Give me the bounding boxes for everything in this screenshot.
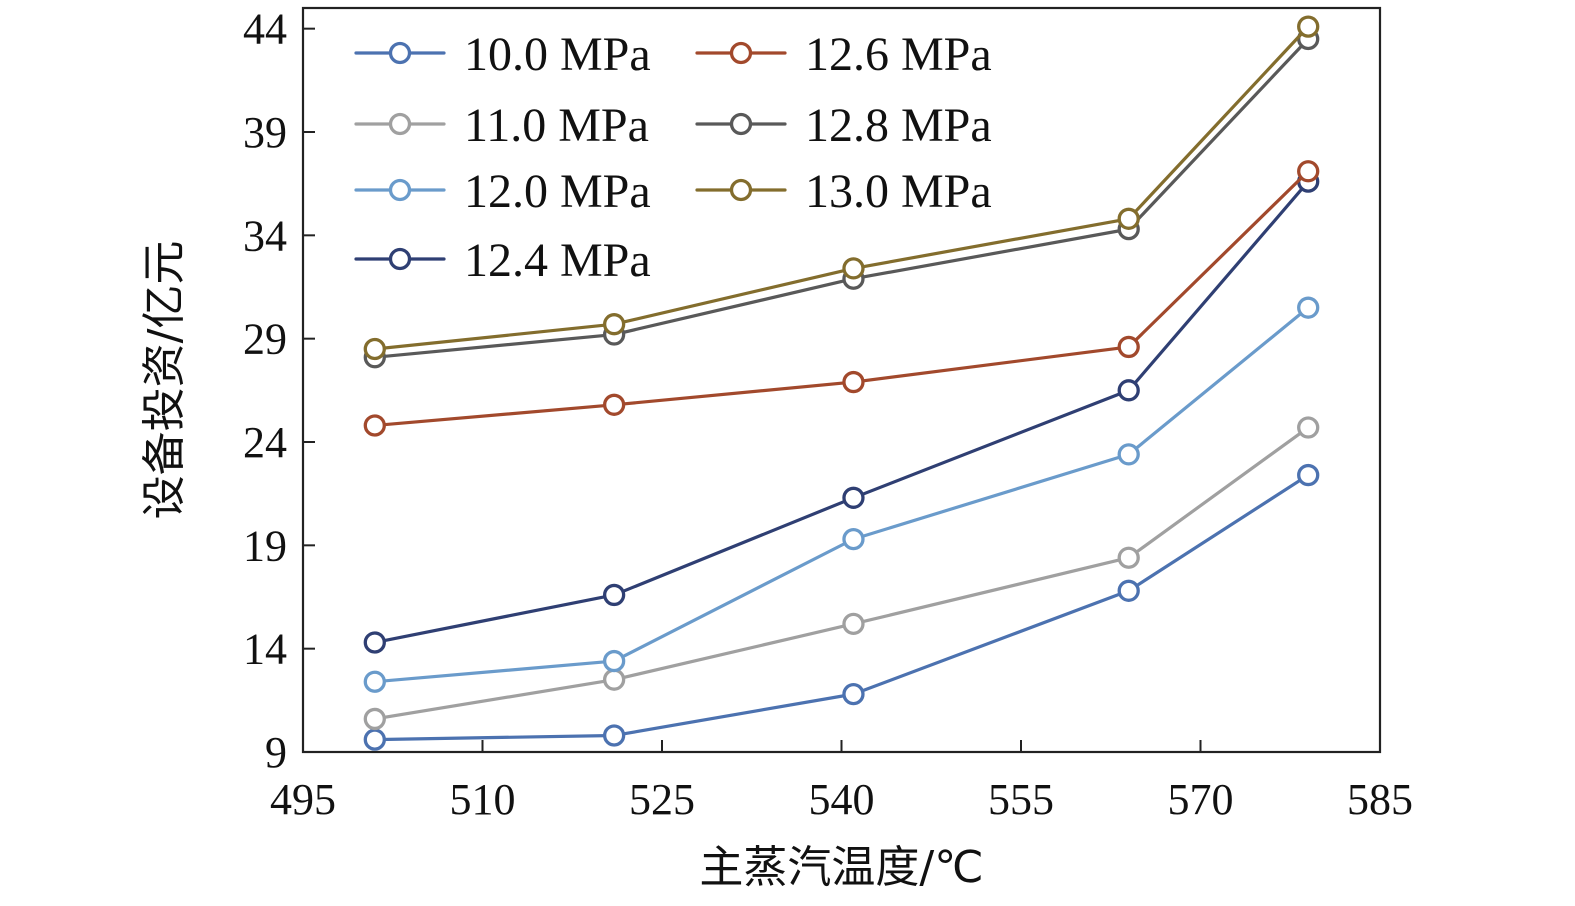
data-point: [1117, 546, 1140, 569]
series-11-0-mpa: [363, 416, 1320, 731]
legend-label: 11.0 MPa: [464, 99, 649, 152]
x-tick-label: 585: [1347, 775, 1413, 824]
legend-marker: [729, 41, 753, 65]
data-point: [602, 313, 626, 336]
y-axis-title: 设备投资/亿元: [139, 241, 190, 520]
legend-marker: [388, 112, 412, 136]
data-point: [1297, 463, 1320, 487]
data-point: [602, 583, 626, 607]
data-point: [842, 486, 865, 509]
y-tick-label: 9: [265, 728, 287, 777]
x-tick-label: 495: [270, 775, 336, 824]
data-point: [363, 707, 386, 731]
series-12-6-mpa: [363, 160, 1320, 437]
data-point: [363, 337, 386, 361]
y-tick-label: 39: [243, 108, 287, 157]
data-point: [842, 612, 865, 636]
data-point: [602, 668, 626, 691]
legend-label: 12.6 MPa: [805, 28, 992, 81]
data-point: [1117, 579, 1140, 602]
data-point: [1117, 379, 1140, 402]
legend-label: 10.0 MPa: [464, 28, 651, 81]
data-point: [1117, 443, 1140, 466]
series-13-0-mpa: [363, 15, 1320, 361]
legend-marker: [729, 112, 753, 136]
legend-marker: [388, 41, 412, 65]
legend: 10.0 MPa 11.0 MPa 12.0 MPa 12.4 MPa 12.6 MPa…: [354, 28, 992, 287]
legend-label: 12.0 MPa: [464, 165, 651, 218]
legend-item: 10.0 MPa: [354, 28, 651, 81]
data-point: [363, 728, 386, 751]
legend-item: 11.0 MPa: [354, 99, 649, 152]
legend-item: 12.6 MPa: [695, 28, 992, 81]
data-point: [602, 393, 626, 416]
data-point: [1117, 207, 1140, 230]
legend-marker: [729, 178, 753, 202]
axes: 495 510 525 540 555 570 585 9 14 19 24 29 34 39 44: [243, 5, 1413, 824]
data-point: [842, 682, 865, 706]
y-tick-label: 29: [243, 315, 287, 364]
legend-item: 13.0 MPa: [695, 165, 992, 218]
data-point: [842, 527, 865, 551]
data-point: [363, 670, 386, 693]
data-point: [1297, 160, 1320, 183]
legend-item: 12.0 MPa: [354, 165, 651, 218]
x-axis-title: 主蒸汽温度/℃: [699, 842, 983, 893]
y-tick-label: 34: [243, 211, 287, 260]
legend-marker: [388, 178, 412, 202]
x-tick-label: 570: [1168, 775, 1234, 824]
data-point: [602, 649, 626, 673]
data-point: [363, 631, 386, 654]
y-tick-label: 19: [243, 521, 287, 570]
legend-label: 13.0 MPa: [805, 165, 992, 218]
y-tick-label: 44: [243, 5, 287, 54]
data-point: [842, 257, 865, 280]
x-tick-label: 510: [450, 775, 516, 824]
legend-item: 12.4 MPa: [354, 234, 651, 287]
x-tick-label: 525: [629, 775, 695, 824]
series-12-0-mpa: [363, 296, 1320, 693]
legend-label: 12.8 MPa: [805, 99, 992, 152]
y-tick-label: 14: [243, 625, 287, 674]
data-point: [1297, 416, 1320, 439]
series-10-0-mpa: [363, 463, 1320, 751]
data-point: [842, 370, 865, 394]
x-tick-label: 540: [809, 775, 875, 824]
x-tick-label: 555: [988, 775, 1054, 824]
data-point: [1117, 335, 1140, 359]
data-series: [363, 15, 1320, 751]
data-point: [1297, 296, 1320, 319]
data-point: [363, 414, 386, 437]
data-point: [1297, 15, 1320, 38]
data-point: [602, 724, 626, 747]
y-tick-label: 24: [243, 418, 287, 467]
legend-label: 12.4 MPa: [464, 234, 651, 287]
legend-item: 12.8 MPa: [695, 99, 992, 152]
legend-marker: [388, 247, 412, 271]
